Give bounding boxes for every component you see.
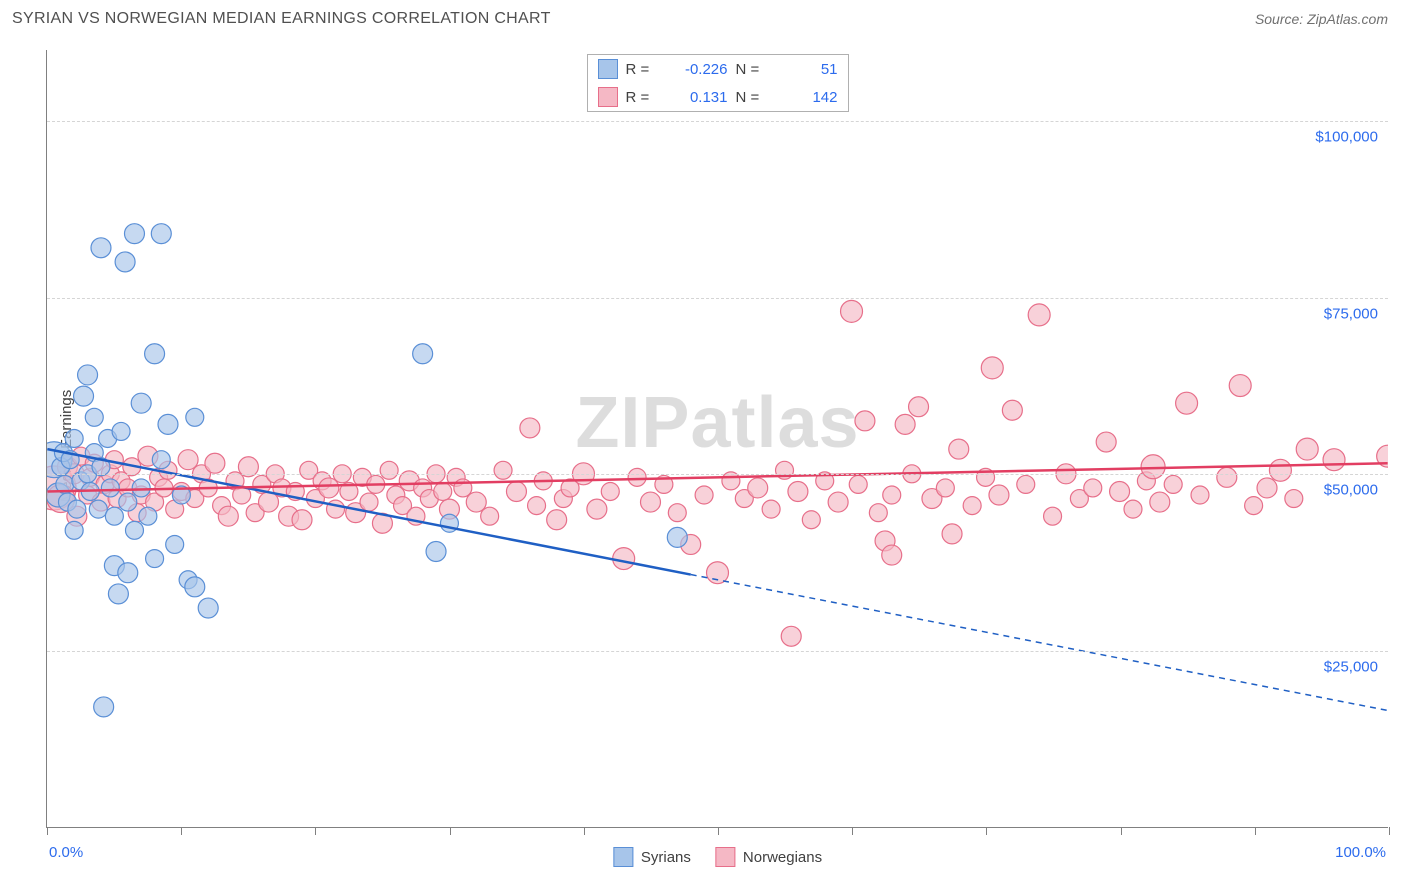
x-tick-end: 100.0% bbox=[1335, 844, 1386, 861]
y-tick-label: $50,000 bbox=[1324, 482, 1378, 499]
x-tick-start: 0.0% bbox=[49, 844, 83, 861]
n-label: N = bbox=[736, 89, 770, 106]
bottom-legend: Syrians Norwegians bbox=[613, 847, 822, 867]
n-value-syrians: 51 bbox=[778, 61, 838, 78]
r-label: R = bbox=[626, 89, 660, 106]
swatch-norwegians bbox=[598, 87, 618, 107]
r-value-syrians: -0.226 bbox=[668, 61, 728, 78]
r-label: R = bbox=[626, 61, 660, 78]
n-value-norwegians: 142 bbox=[778, 89, 838, 106]
n-label: N = bbox=[736, 61, 770, 78]
source-label: Source: ZipAtlas.com bbox=[1255, 11, 1388, 27]
legend-label: Norwegians bbox=[743, 849, 822, 866]
chart-svg bbox=[47, 50, 1388, 827]
stats-row-syrians: R = -0.226 N = 51 bbox=[588, 55, 848, 83]
plot-area: ZIPatlas R = -0.226 N = 51 R = 0.131 N =… bbox=[46, 50, 1388, 828]
swatch-syrians bbox=[613, 847, 633, 867]
stats-legend: R = -0.226 N = 51 R = 0.131 N = 142 bbox=[587, 54, 849, 112]
chart-title: SYRIAN VS NORWEGIAN MEDIAN EARNINGS CORR… bbox=[12, 10, 551, 28]
swatch-norwegians bbox=[715, 847, 735, 867]
swatch-syrians bbox=[598, 59, 618, 79]
r-value-norwegians: 0.131 bbox=[668, 89, 728, 106]
y-tick-label: $75,000 bbox=[1324, 305, 1378, 322]
legend-item-norwegians: Norwegians bbox=[715, 847, 822, 867]
y-tick-label: $25,000 bbox=[1324, 659, 1378, 676]
stats-row-norwegians: R = 0.131 N = 142 bbox=[588, 83, 848, 111]
legend-label: Syrians bbox=[641, 849, 691, 866]
legend-item-syrians: Syrians bbox=[613, 847, 691, 867]
y-tick-label: $100,000 bbox=[1315, 128, 1378, 145]
